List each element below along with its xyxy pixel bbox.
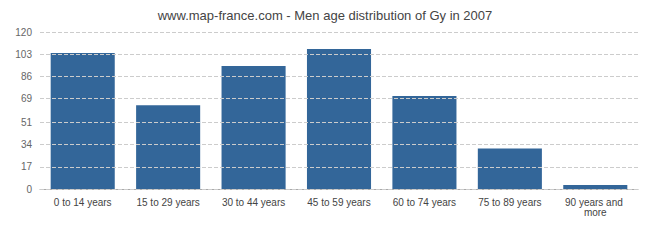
svg-text:45 to 59 years: 45 to 59 years bbox=[307, 197, 370, 208]
svg-text:86: 86 bbox=[21, 71, 33, 82]
svg-text:34: 34 bbox=[21, 139, 33, 150]
svg-text:60 to 74 years: 60 to 74 years bbox=[393, 197, 456, 208]
svg-text:www.map-france.com - Men age d: www.map-france.com - Men age distributio… bbox=[157, 8, 493, 23]
svg-text:more: more bbox=[584, 207, 607, 218]
svg-text:15 to 29 years: 15 to 29 years bbox=[136, 197, 199, 208]
svg-text:0 to 14 years: 0 to 14 years bbox=[54, 197, 112, 208]
svg-text:75 to 89 years: 75 to 89 years bbox=[478, 197, 541, 208]
svg-text:0: 0 bbox=[26, 184, 32, 195]
svg-text:103: 103 bbox=[15, 49, 32, 60]
svg-text:17: 17 bbox=[21, 161, 33, 172]
svg-text:69: 69 bbox=[21, 93, 33, 104]
svg-text:120: 120 bbox=[15, 27, 32, 38]
svg-text:30 to 44 years: 30 to 44 years bbox=[222, 197, 285, 208]
svg-text:90 years and: 90 years and bbox=[565, 196, 626, 208]
svg-text:51: 51 bbox=[21, 117, 33, 128]
